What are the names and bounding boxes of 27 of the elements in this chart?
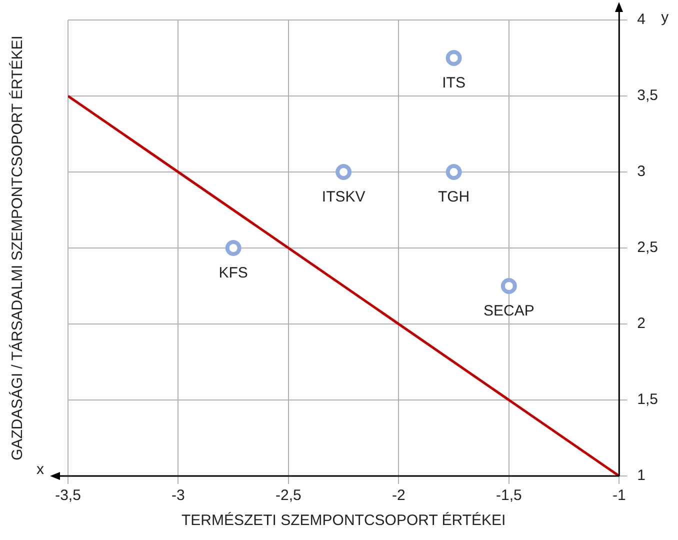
x-tick-label: -3 [172, 487, 185, 504]
y-tick-label: 1 [637, 467, 646, 484]
y-tick-label: 4 [637, 11, 646, 28]
x-axis-title: TERMÉSZETI SZEMPONTCSOPORT ÉRTÉKEI [181, 511, 506, 530]
x-tick-label: -1 [612, 487, 626, 504]
annotation: ITS [442, 74, 466, 92]
y-axis-title: GAZDASÁGI / TÁRSADALMI SZEMPONTCSOPORT ÉRTÉKEI [8, 36, 26, 460]
text: x [36, 461, 44, 478]
point [446, 50, 462, 66]
annotation: KFS [218, 264, 248, 282]
x-tick-label: -2 [392, 487, 406, 504]
point [336, 164, 352, 180]
y-tick-label: 3,5 [637, 87, 658, 104]
point [500, 278, 517, 294]
annotation: SECAP [483, 302, 534, 320]
x-tick-label: -1,5 [496, 487, 522, 504]
annotation: ITSKV [322, 188, 366, 206]
point [225, 240, 242, 256]
y-tick-label: 3 [637, 163, 646, 180]
y-tick-label: 1,5 [637, 391, 658, 408]
y-tick-label: 2 [637, 315, 646, 332]
y-tick-label: 2,5 [637, 239, 658, 256]
x-tick-label: -2,5 [276, 487, 302, 504]
text: y [661, 9, 670, 26]
annotation: TGH [438, 188, 470, 206]
x-tick-label: -3,5 [55, 487, 81, 504]
point [446, 164, 462, 180]
